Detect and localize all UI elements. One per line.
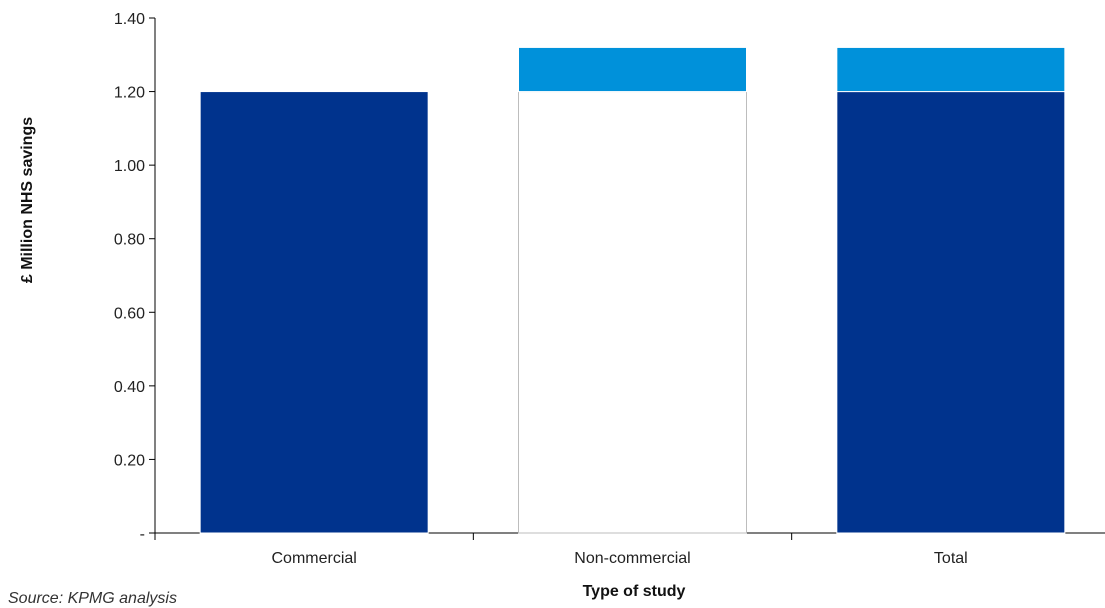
bar-total-s2 [836,46,1066,93]
x-tick-label: Commercial [271,550,356,567]
y-tick-label: 0.60 [114,305,145,322]
y-tick-label: 0.80 [114,232,145,249]
y-tick-label: 1.40 [114,11,145,28]
x-tick-label: Total [934,550,968,567]
plot-area: - 0.20 0.40 0.60 0.80 1.00 1.20 1.40 Commercial N… [114,11,1105,567]
y-axis-title: £ Million NHS savings [19,117,36,283]
source-note: Source: KPMG analysis [8,590,177,607]
bar-total-s1 [836,91,1066,534]
y-tick-label: - [140,526,145,543]
y-tick-label: 0.40 [114,379,145,396]
bar-non-commercial-s1 [518,91,747,534]
x-tick-label: Non-commercial [574,550,690,567]
y-tick-label: 1.20 [114,85,145,102]
x-axis-title: Type of study [583,583,686,600]
y-tick-label: 0.20 [114,452,145,469]
y-tick-label: 1.00 [114,158,145,175]
bar-commercial-s1 [199,91,429,534]
bar-non-commercial-s2 [518,46,747,93]
